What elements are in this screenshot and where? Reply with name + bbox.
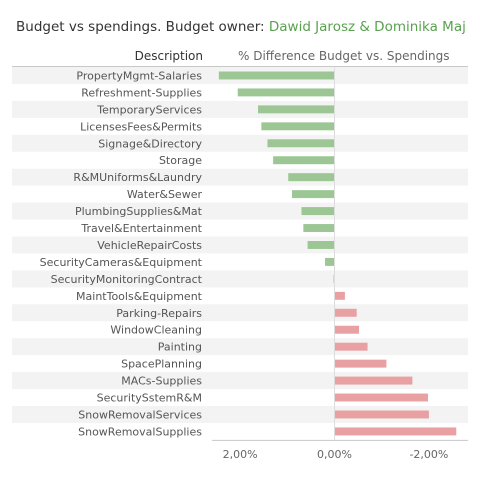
category-label: SecurityMonitoringContract (51, 273, 203, 286)
category-label: SnowRemovalServices (78, 408, 202, 421)
category-label: MaintTools&Equipment (76, 290, 203, 303)
category-label: SnowRemovalSupplies (78, 425, 202, 438)
category-label: WindowCleaning (110, 324, 202, 337)
bar (334, 376, 413, 385)
bar (237, 88, 335, 97)
bar (261, 122, 335, 131)
row-band (12, 202, 468, 220)
category-label: R&MUniforms&Laundry (73, 171, 202, 184)
category-label: Painting (158, 341, 202, 354)
budget-owner: Dawid Jarosz & Dominika Maj (268, 19, 466, 35)
bar (301, 207, 335, 216)
bar (267, 139, 335, 148)
category-label: Signage&Directory (98, 137, 202, 150)
column-header-metric[interactable]: % Difference Budget vs. Spendings (238, 49, 450, 63)
category-label: Refreshment-Supplies (81, 86, 202, 99)
bar (258, 105, 335, 114)
bar (334, 325, 360, 334)
row-band (12, 338, 468, 356)
x-tick-label: 2,00% (223, 448, 258, 461)
category-label: Water&Sewer (127, 188, 203, 201)
bar (334, 308, 357, 317)
x-tick-label: 0,00% (317, 448, 352, 461)
category-label: Travel&Entertainment (80, 222, 202, 235)
bar (334, 359, 387, 368)
row-band (12, 372, 468, 390)
category-label: TemporaryServices (96, 103, 202, 116)
bar (334, 393, 428, 402)
category-label: PlumbingSupplies&Mat (75, 205, 203, 218)
bar (307, 241, 335, 249)
bar (325, 257, 335, 266)
bar (334, 427, 457, 436)
category-label: PropertyMgmt-Salaries (76, 69, 202, 82)
x-tick-label: -2,00% (409, 448, 448, 461)
category-label: SecurityCameras&Equipment (40, 256, 203, 269)
bar (218, 71, 335, 80)
row-band (12, 270, 468, 288)
column-header-description[interactable]: Description (134, 49, 203, 63)
category-label: SpacePlanning (121, 358, 202, 371)
bar (334, 342, 368, 351)
category-label: SecuritySstemR&M (97, 392, 202, 405)
row-band (12, 168, 468, 186)
bar (273, 156, 335, 165)
title-prefix: Budget vs spendings. Budget owner: (16, 19, 269, 35)
bar (334, 410, 429, 419)
category-label: LicensesFees&Permits (80, 120, 202, 133)
bar (334, 291, 345, 300)
category-label: MACs-Supplies (121, 375, 202, 388)
row-band (12, 134, 468, 152)
bar (303, 224, 335, 232)
row-band (12, 406, 468, 423)
bar (292, 190, 335, 199)
category-label: VehicleRepairCosts (97, 239, 202, 252)
row-band (12, 236, 468, 254)
bar (288, 173, 335, 182)
page-title: Budget vs spendings. Budget owner: Dawid… (16, 19, 466, 35)
row-band (12, 100, 468, 118)
row-band (12, 304, 468, 322)
category-label: Parking-Repairs (116, 307, 202, 320)
category-label: Storage (159, 154, 202, 167)
